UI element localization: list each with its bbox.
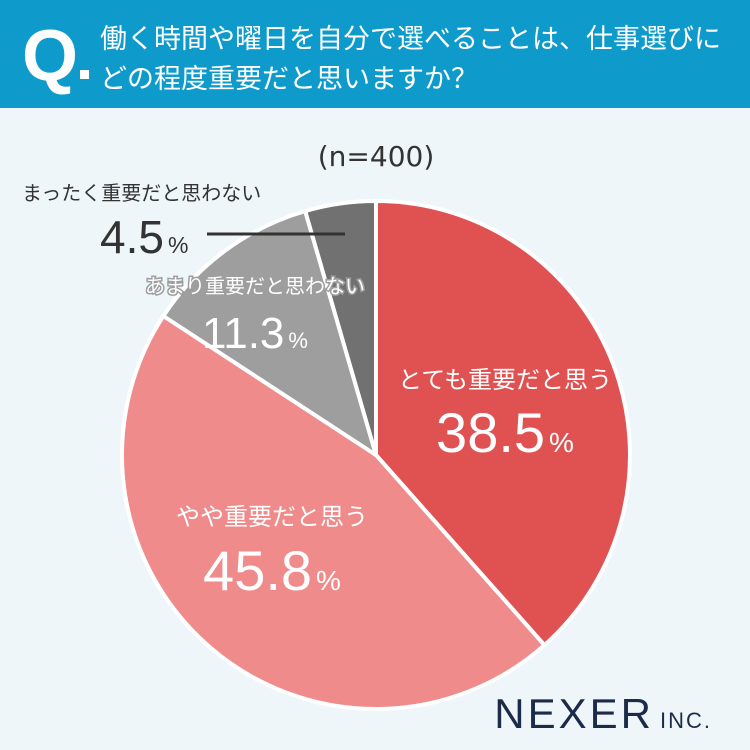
- percent-unit: %: [168, 232, 188, 258]
- pie-slice: [374, 199, 632, 648]
- q-mark: Q: [22, 16, 79, 96]
- logo-suffix: INC.: [660, 708, 712, 733]
- data-label: 4.5%: [100, 211, 188, 263]
- nexer-logo: NEXER INC.: [494, 690, 712, 738]
- pie-slice: [120, 314, 547, 711]
- percent-unit: %: [288, 328, 308, 353]
- q-dot: [80, 70, 89, 79]
- category-label: まったく重要だと思わない: [22, 181, 261, 205]
- percent-unit: %: [549, 427, 574, 458]
- question-header: Q 働く時間や曜日を自分で選べることは、仕事選びに どの程度重要だと思いますか？: [0, 0, 750, 108]
- logo-main: NEXER: [494, 690, 654, 737]
- category-label: やや重要だと思う: [176, 503, 368, 531]
- percent-unit: %: [316, 565, 341, 596]
- question-title: 働く時間や曜日を自分で選べることは、仕事選びに どの程度重要だと思いますか？: [100, 24, 721, 95]
- category-label: あまり重要だと思わない: [145, 274, 365, 298]
- sample-size-label: (n=400): [318, 140, 435, 173]
- pie-slice: [303, 199, 378, 457]
- category-label: とても重要だと思う: [398, 366, 612, 394]
